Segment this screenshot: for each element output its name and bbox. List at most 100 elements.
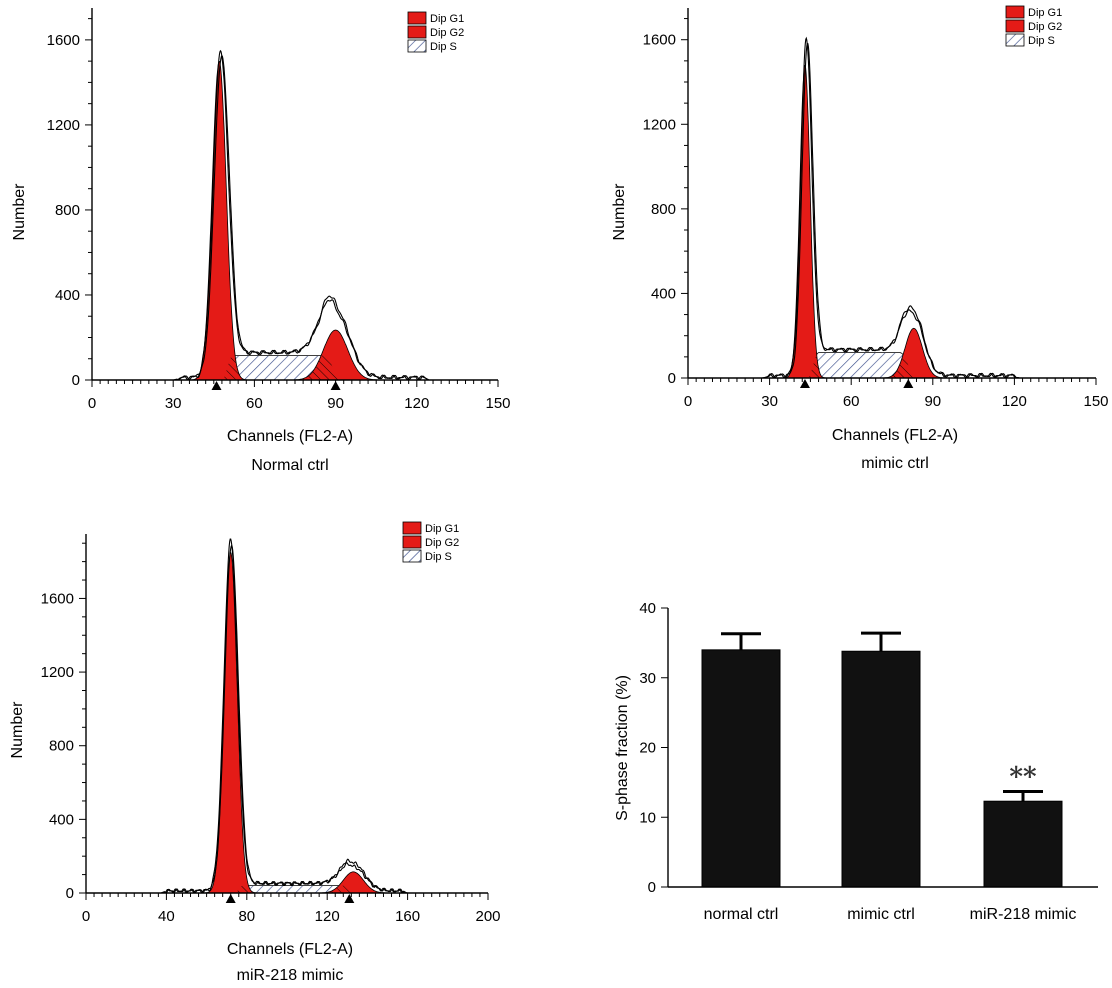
y-tick-label: 1200 xyxy=(41,664,74,681)
dip-g2-peak-overlap xyxy=(313,885,394,893)
x-tick-label: 30 xyxy=(165,395,182,412)
x-tick-label: normal ctrl xyxy=(704,906,779,923)
x-tick-label: 150 xyxy=(485,395,510,412)
legend-label-g2: Dip G2 xyxy=(425,537,459,549)
bar-1 xyxy=(841,650,921,888)
y-tick-label: 1200 xyxy=(47,117,80,134)
legend-swatch-s xyxy=(407,39,427,53)
legend: Dip G1 Dip G2 Dip S xyxy=(407,11,464,53)
peak-marker-triangle xyxy=(903,379,914,388)
x-tick-label: 90 xyxy=(327,395,344,412)
legend-swatch-g2 xyxy=(407,25,427,39)
x-tick-label: 120 xyxy=(315,908,340,925)
y-tick-label: 0 xyxy=(66,885,74,902)
legend: Dip G1 Dip G2 Dip S xyxy=(402,521,459,563)
y-tick-label: 400 xyxy=(49,811,74,828)
chart-subtitle: miR-218 mimic xyxy=(237,967,344,984)
histogram-trace xyxy=(160,538,408,894)
y-tick-label: 400 xyxy=(651,285,676,302)
legend-label-g1: Dip G1 xyxy=(425,523,459,535)
plot-area: normal ctrl mimic ctrl miR-218 mimic ** 0 10 2… xyxy=(639,600,1098,923)
legend-swatch-g2 xyxy=(402,535,422,549)
x-tick-label: 150 xyxy=(1083,393,1108,410)
y-tick-label: 800 xyxy=(49,738,74,755)
legend-label-g1: Dip G1 xyxy=(1028,7,1062,19)
x-tick-label: 120 xyxy=(1002,393,1027,410)
legend-swatch-s xyxy=(1005,33,1025,47)
bar-0 xyxy=(701,649,781,888)
x-tick-label: 90 xyxy=(924,393,941,410)
x-axis-label: Channels (FL2-A) xyxy=(227,428,353,445)
y-tick-label: 1600 xyxy=(47,32,80,49)
histogram-trace xyxy=(761,42,1020,379)
y-tick-label: 0 xyxy=(648,879,656,896)
y-tick-label: 20 xyxy=(639,740,656,757)
x-tick-label: 60 xyxy=(246,395,263,412)
dip-g1-peak xyxy=(204,551,257,894)
x-tick-label: 60 xyxy=(843,393,860,410)
x-tick-label: 0 xyxy=(88,395,96,412)
peak-marker-triangle xyxy=(344,894,355,903)
x-tick-label: 200 xyxy=(475,908,500,925)
legend-swatch-g1 xyxy=(407,11,427,25)
histogram-mimic-ctrl: Dip G1 Dip G2 Dip S 0 30 60 90 120 150 0 400 800… xyxy=(611,5,1109,472)
y-tick-label: 0 xyxy=(668,370,676,387)
legend-swatch-g1 xyxy=(1005,5,1025,19)
legend-swatch-g2 xyxy=(1005,19,1025,33)
x-tick-label: 30 xyxy=(761,393,778,410)
legend-label-s: Dip S xyxy=(425,551,452,563)
s-phase-bar-chart: normal ctrl mimic ctrl miR-218 mimic ** 0 10 2… xyxy=(614,600,1098,923)
y-tick-label: 800 xyxy=(55,202,80,219)
histogram-trace xyxy=(160,544,408,894)
histogram-normal-ctrl: Dip G1 Dip G2 Dip S 0 30 60 90 120 150 0 400 800… xyxy=(11,8,511,474)
dip-g2-peak-overlap xyxy=(878,355,949,378)
x-tick-label: miR-218 mimic xyxy=(970,906,1077,923)
dip-g1-peak-overlap xyxy=(204,885,257,893)
x-tick-label: 80 xyxy=(238,908,255,925)
dip-g2-peak-overlap xyxy=(286,355,385,380)
legend-label-s: Dip S xyxy=(430,41,457,53)
dip-g1-peak-overlap xyxy=(784,355,826,378)
y-tick-label: 10 xyxy=(639,809,656,826)
y-axis-label: S-phase fraction (%) xyxy=(614,675,631,821)
x-tick-label: 40 xyxy=(158,908,175,925)
legend-swatch-s xyxy=(402,549,422,563)
chart-subtitle: mimic ctrl xyxy=(861,455,929,472)
legend-label-g2: Dip G2 xyxy=(430,27,464,39)
y-tick-label: 40 xyxy=(639,600,656,617)
y-tick-label: 30 xyxy=(639,670,656,687)
peak-marker-triangle xyxy=(330,381,341,390)
y-axis-label: Number xyxy=(9,701,26,759)
legend-label-s: Dip S xyxy=(1028,35,1055,47)
dip-g2-peak xyxy=(878,327,949,379)
x-tick-label: 0 xyxy=(684,393,692,410)
dip-g1-peak-overlap xyxy=(191,355,248,380)
bar-2 xyxy=(983,800,1063,888)
legend-label-g1: Dip G1 xyxy=(430,13,464,25)
y-axis-label: Number xyxy=(611,183,628,241)
x-tick-label: 0 xyxy=(82,908,90,925)
y-tick-label: 0 xyxy=(72,372,80,389)
plot-area: 0 30 60 90 120 150 0 400 800 1200 1600 xyxy=(47,8,511,412)
y-tick-label: 1600 xyxy=(643,32,676,49)
legend-label-g2: Dip G2 xyxy=(1028,21,1062,33)
legend-swatch-g1 xyxy=(402,521,422,535)
chart-subtitle: Normal ctrl xyxy=(251,457,328,474)
y-tick-label: 400 xyxy=(55,287,80,304)
plot-area: 0 40 80 120 160 200 0 400 800 1200 1600 xyxy=(41,534,501,925)
y-tick-label: 800 xyxy=(651,201,676,218)
y-tick-label: 1200 xyxy=(643,116,676,133)
legend: Dip G1 Dip G2 Dip S xyxy=(1005,5,1062,47)
dip-s-region xyxy=(804,352,920,379)
plot-area: 0 30 60 90 120 150 0 400 800 1200 1600 xyxy=(643,8,1109,410)
x-axis-label: Channels (FL2-A) xyxy=(227,941,353,958)
significance-marker: ** xyxy=(1009,762,1037,792)
y-axis-label: Number xyxy=(11,183,28,241)
y-tick-label: 1600 xyxy=(41,590,74,607)
x-tick-label: 120 xyxy=(404,395,429,412)
peak-marker-triangle xyxy=(799,379,810,388)
x-axis-label: Channels (FL2-A) xyxy=(832,427,958,444)
histogram-trace xyxy=(173,54,430,381)
histogram-mir218-mimic: Dip G1 Dip G2 Dip S 0 40 80 120 160 200 0 400 80… xyxy=(9,521,501,984)
